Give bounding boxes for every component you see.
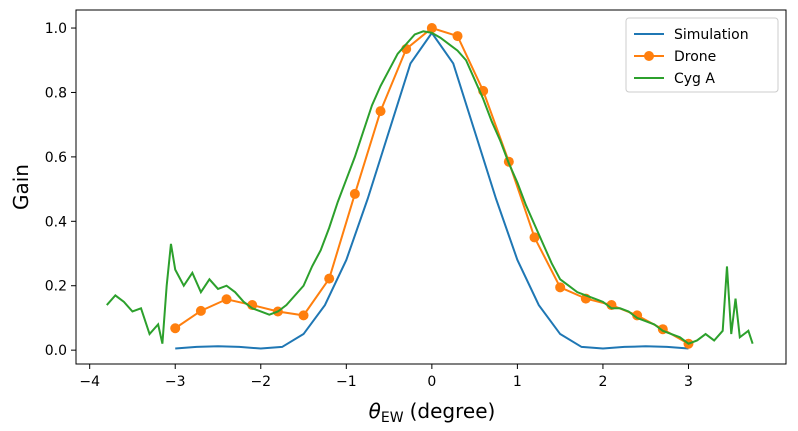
data-point bbox=[298, 310, 309, 321]
x-label-subscript: EW bbox=[381, 410, 404, 426]
data-point bbox=[529, 232, 540, 243]
x-tick-label: 1 bbox=[513, 374, 522, 390]
legend-label: Cyg A bbox=[674, 71, 715, 87]
x-tick-label: −4 bbox=[79, 374, 100, 390]
plot-frame bbox=[75, 9, 787, 365]
x-tick-label: 2 bbox=[598, 374, 607, 390]
data-point bbox=[349, 188, 360, 199]
legend-label: Drone bbox=[674, 49, 716, 65]
data-point bbox=[555, 282, 566, 293]
data-point bbox=[170, 323, 181, 334]
x-label-symbol: θ bbox=[369, 399, 381, 423]
data-point bbox=[375, 106, 386, 117]
x-tick-label: −1 bbox=[336, 374, 357, 390]
data-point bbox=[195, 305, 206, 316]
legend-box bbox=[625, 17, 779, 93]
y-axis-label: Gain bbox=[9, 164, 33, 210]
x-tick-label: −2 bbox=[250, 374, 271, 390]
y-tick-label: 0.6 bbox=[45, 150, 67, 166]
series-line bbox=[174, 26, 689, 345]
data-point bbox=[452, 31, 463, 42]
y-tick-label: 0.2 bbox=[45, 279, 67, 295]
x-tick-label: 0 bbox=[427, 374, 436, 390]
y-tick-label: 0.8 bbox=[45, 85, 67, 101]
data-point bbox=[221, 294, 232, 305]
data-point bbox=[426, 23, 437, 34]
x-tick-label: 3 bbox=[684, 374, 693, 390]
data-point bbox=[324, 273, 335, 284]
y-tick-label: 0.0 bbox=[45, 343, 67, 359]
y-tick-label: 1.0 bbox=[45, 21, 67, 37]
x-label-unit: (degree) bbox=[410, 399, 496, 423]
legend-label: Simulation bbox=[674, 27, 749, 43]
legend-marker bbox=[644, 51, 654, 61]
x-axis-label: θEW (degree) bbox=[369, 399, 496, 426]
series-line bbox=[106, 30, 754, 345]
y-tick-label: 0.4 bbox=[45, 214, 67, 230]
x-tick-label: −3 bbox=[165, 374, 186, 390]
